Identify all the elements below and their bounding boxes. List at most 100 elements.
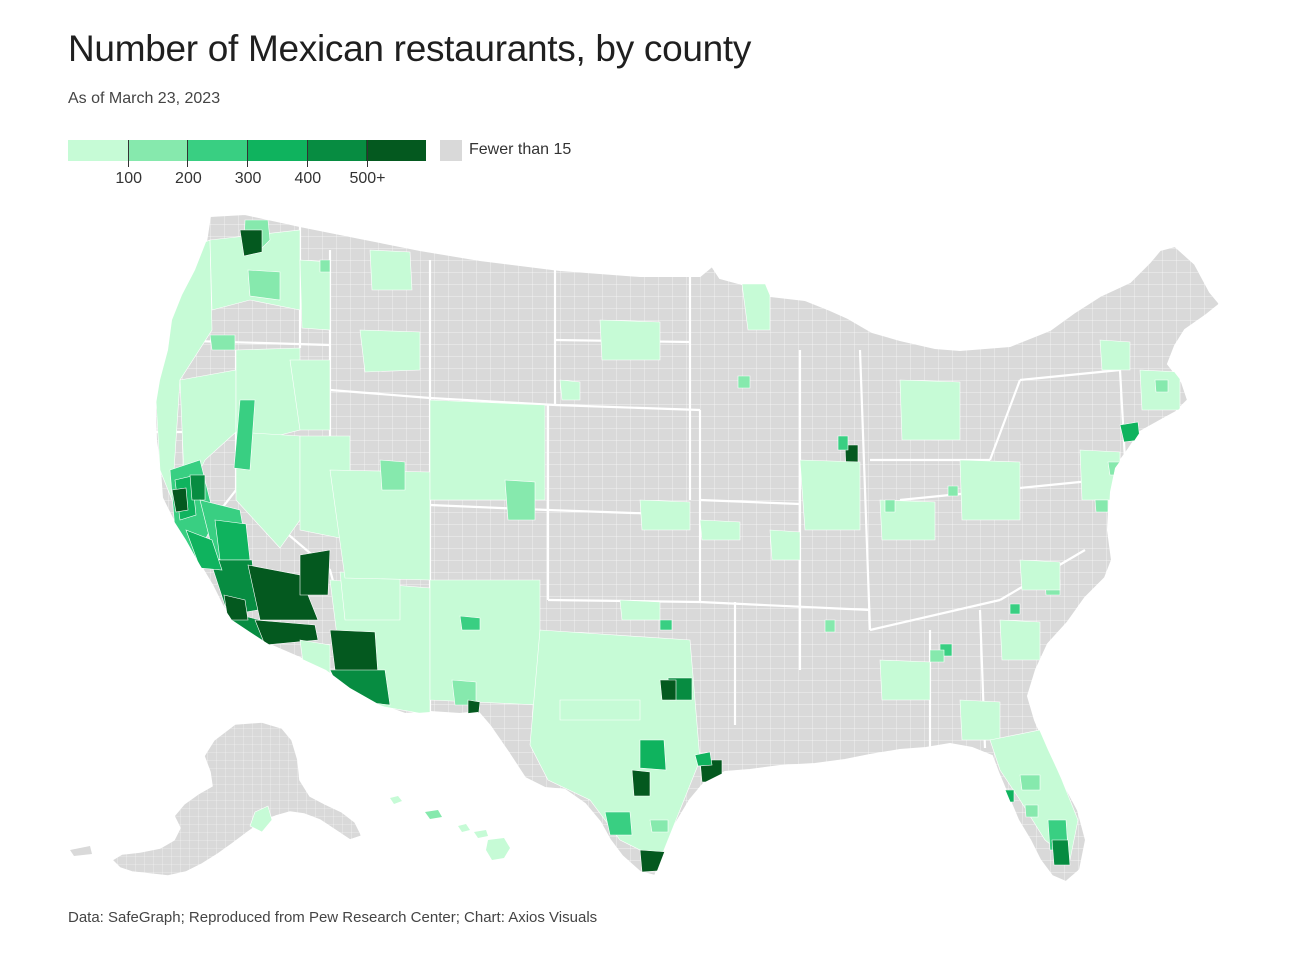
legend-tick-mark xyxy=(306,140,308,167)
state-border xyxy=(429,396,556,407)
county-fill xyxy=(649,819,669,833)
county-fill xyxy=(559,699,641,721)
county-fill xyxy=(369,249,413,291)
county-fill xyxy=(1094,499,1109,513)
legend-swatch-4 xyxy=(247,140,307,161)
county-fill xyxy=(329,629,379,676)
legend-swatch-6 xyxy=(366,140,427,161)
county-fill xyxy=(631,769,651,797)
county-fill xyxy=(559,379,581,401)
county-fill xyxy=(769,529,801,561)
state-border xyxy=(329,388,431,400)
county-fill xyxy=(233,399,256,471)
source-note: Data: SafeGraph; Reproduced from Pew Res… xyxy=(68,909,598,926)
county-fill xyxy=(299,549,331,596)
county-fill xyxy=(659,679,677,701)
state-border xyxy=(699,498,801,506)
county-fill xyxy=(1019,774,1041,791)
county-fill xyxy=(239,229,263,257)
legend-color-scale xyxy=(68,140,427,161)
county-fill xyxy=(319,259,331,273)
county-fill xyxy=(879,659,931,701)
county-fill xyxy=(694,751,713,767)
legend-tick-mark xyxy=(127,140,129,167)
county-fill xyxy=(884,499,896,513)
county-fill xyxy=(659,619,673,631)
legend-tick-label: 100 xyxy=(115,170,143,187)
county-fill xyxy=(429,399,546,501)
county-fill xyxy=(429,579,541,706)
state-border xyxy=(869,598,1001,632)
county-fill xyxy=(504,479,536,521)
state-border xyxy=(1118,369,1127,461)
county-fill xyxy=(837,435,849,451)
legend-tick-label: 400 xyxy=(294,170,322,187)
hawaii xyxy=(390,796,510,860)
county-fill xyxy=(467,699,481,721)
county-fill xyxy=(1009,603,1021,615)
legend-null-label: Fewer than 15 xyxy=(469,141,572,158)
county-fill xyxy=(824,619,836,633)
county-fill xyxy=(999,619,1041,661)
county-fill xyxy=(959,459,1021,521)
county-fill xyxy=(209,334,236,351)
county-fill xyxy=(619,599,661,621)
legend-tick-mark xyxy=(247,140,249,167)
county-fill xyxy=(529,629,701,861)
legend-tick-mark xyxy=(366,140,368,167)
county-fill xyxy=(1019,559,1061,591)
county-fill xyxy=(247,269,281,301)
county-fill xyxy=(639,849,671,873)
county-fill xyxy=(1154,379,1169,393)
county-fill xyxy=(639,739,667,771)
county-fill xyxy=(947,485,959,497)
county-fill xyxy=(959,699,1001,741)
county-fill xyxy=(254,619,319,646)
county-fill xyxy=(899,379,961,441)
county-fill xyxy=(929,649,945,663)
legend-tick-label: 200 xyxy=(175,170,202,187)
state-border xyxy=(858,349,872,631)
county-fill xyxy=(171,487,189,513)
alaska xyxy=(70,721,364,877)
county-fill xyxy=(799,459,861,531)
county-fill xyxy=(741,283,771,331)
county-fill xyxy=(235,431,301,549)
county-fill xyxy=(379,459,406,491)
county-fill xyxy=(699,519,741,541)
county-fill xyxy=(223,594,249,621)
county-fills xyxy=(155,219,1181,873)
county-fill xyxy=(289,359,331,431)
color-legend: 100 200 300 400 500+ Fewer than 15 xyxy=(68,140,588,190)
county-fill xyxy=(329,669,391,706)
state-border xyxy=(988,379,1022,461)
state-border xyxy=(1019,368,1121,382)
legend-swatch-3 xyxy=(187,140,248,161)
county-fill xyxy=(1099,339,1131,371)
county-fill xyxy=(1024,804,1039,818)
chart-title: Number of Mexican restaurants, by county xyxy=(68,28,752,69)
county-fill xyxy=(185,529,223,571)
county-fill xyxy=(329,469,431,581)
state-border xyxy=(699,600,871,612)
county-fill xyxy=(1051,839,1071,866)
lower-48-states xyxy=(154,213,1221,883)
legend-tick-label: 300 xyxy=(234,170,262,187)
county-fill xyxy=(359,329,421,373)
county-fill xyxy=(189,474,206,501)
county-fill xyxy=(604,811,633,836)
legend-null-swatch xyxy=(440,140,462,161)
county-fill xyxy=(639,499,691,531)
county-fill xyxy=(1119,421,1141,443)
county-fill xyxy=(299,639,331,681)
county-fill xyxy=(599,319,661,361)
legend-swatch-5 xyxy=(306,140,367,161)
county-fill xyxy=(459,615,481,631)
chart-subtitle: As of March 23, 2023 xyxy=(68,90,221,107)
legend-tick-label: 500+ xyxy=(349,170,386,187)
county-fill xyxy=(737,375,751,389)
legend-swatch-2 xyxy=(127,140,188,161)
legend-tick-mark xyxy=(187,140,189,167)
state-border xyxy=(554,403,701,412)
legend-swatch-1 xyxy=(68,140,128,161)
